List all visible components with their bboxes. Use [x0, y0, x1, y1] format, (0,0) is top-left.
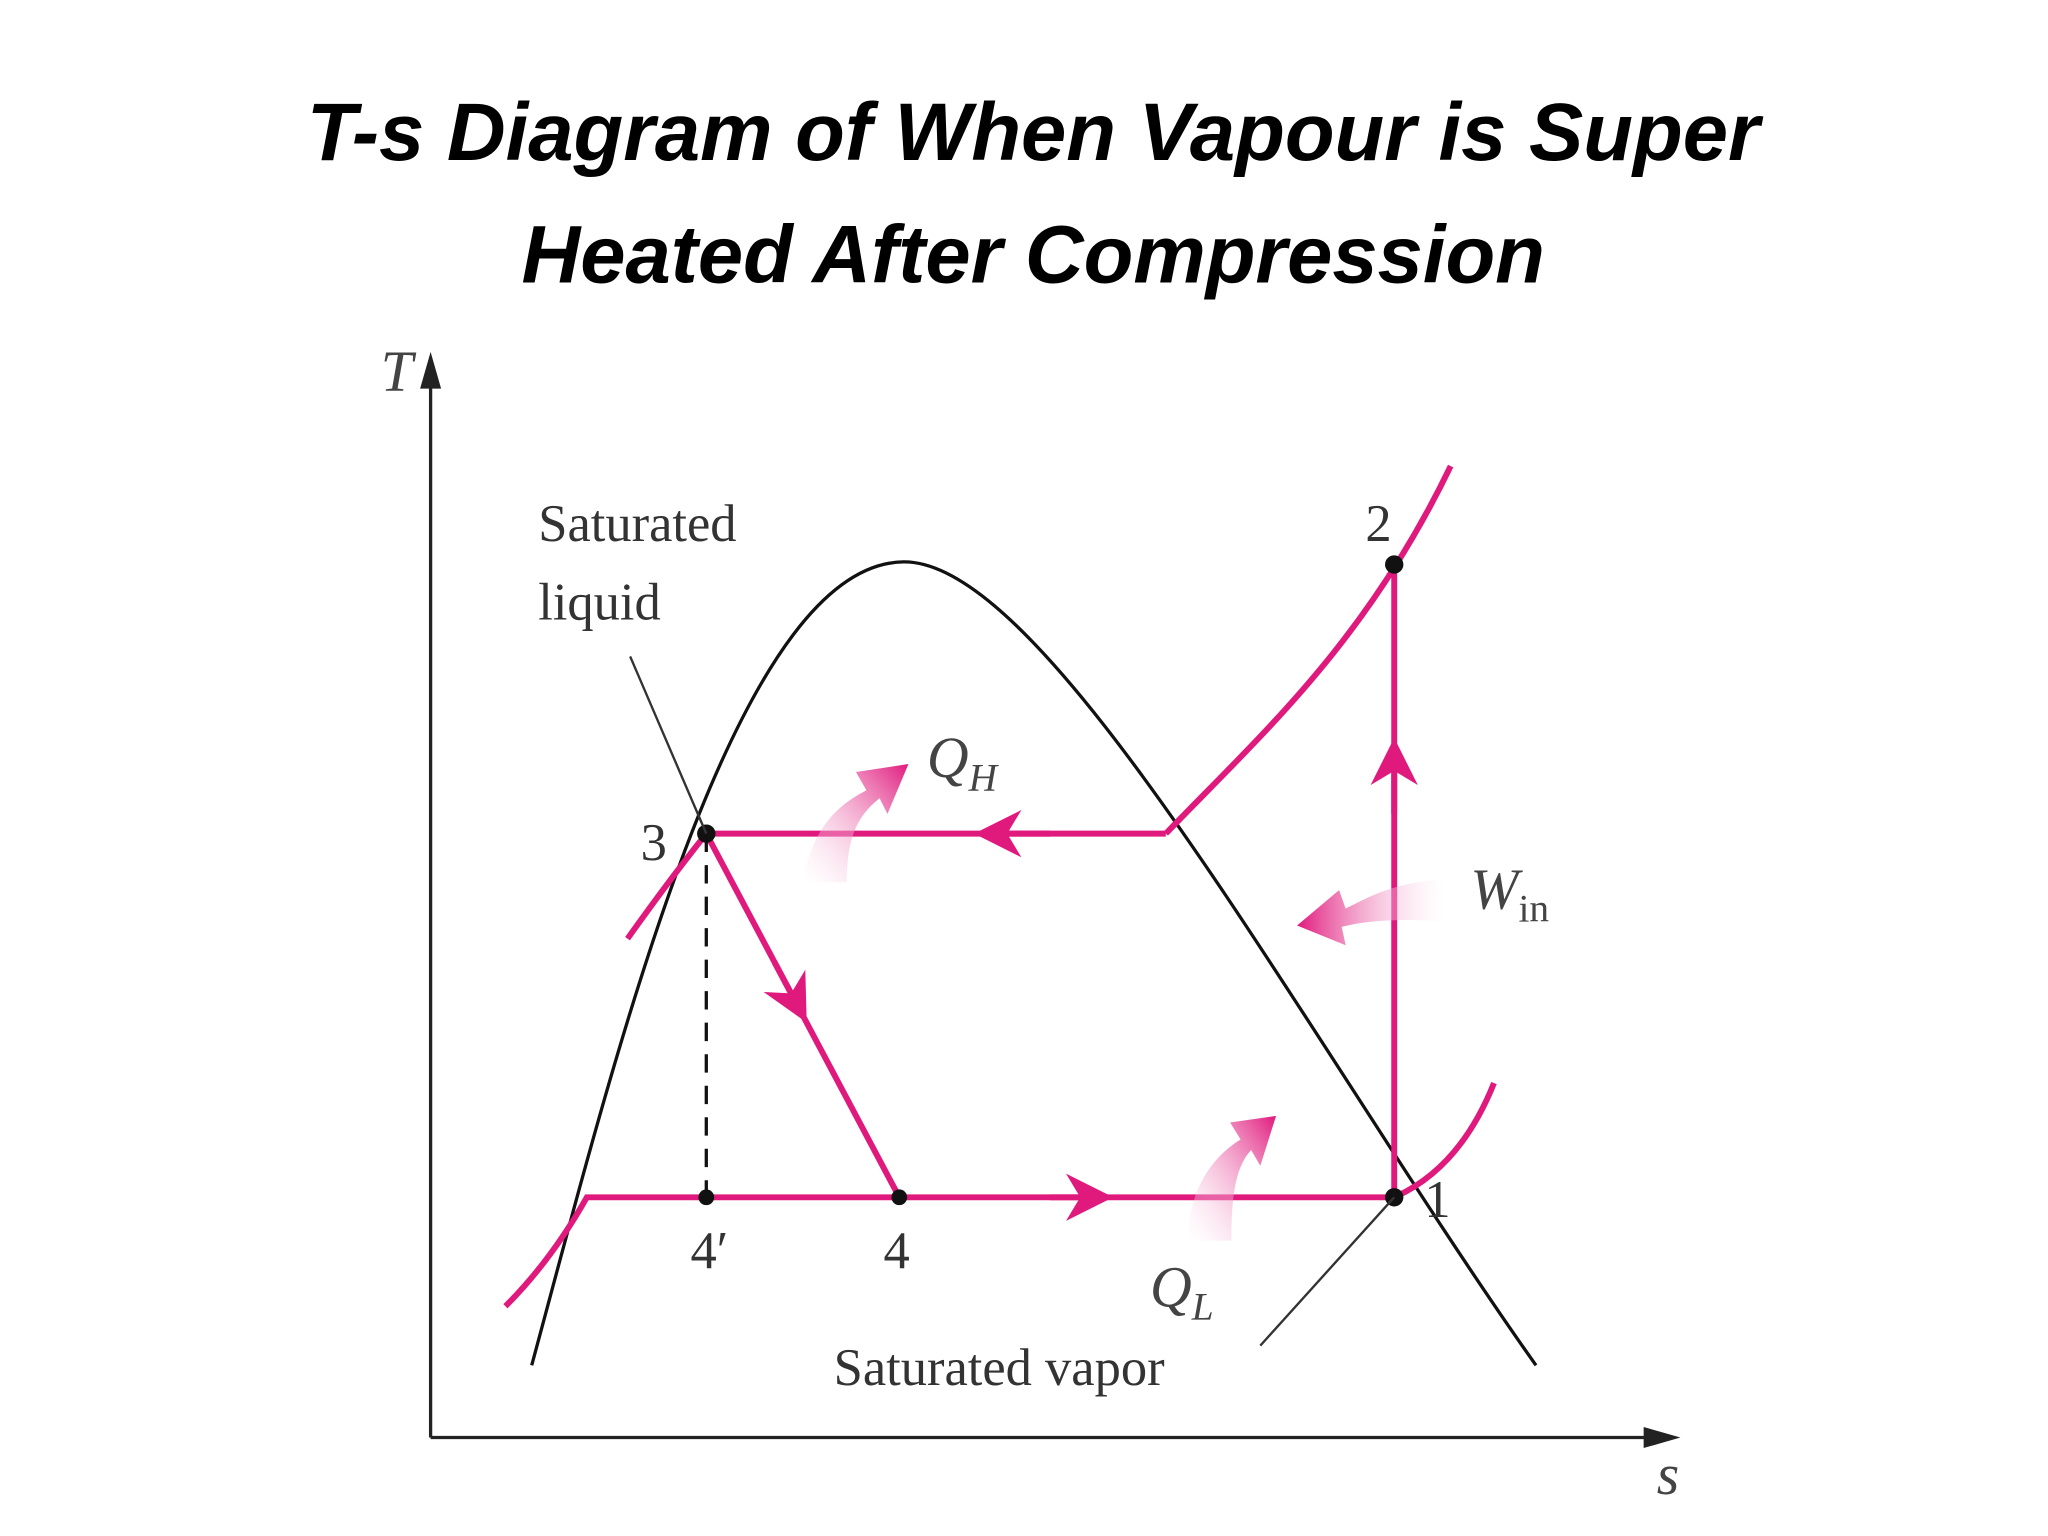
cycle — [503, 464, 1497, 1309]
heat-arrow — [1188, 1115, 1277, 1241]
symbol: W — [1470, 858, 1523, 921]
state-label: 1 — [1424, 1171, 1450, 1229]
state-points — [697, 555, 1404, 1207]
subscript: H — [968, 755, 1000, 799]
leader-line — [629, 655, 1396, 1347]
heat-label: QL — [1150, 1256, 1214, 1328]
y-axis-label: T — [381, 341, 417, 404]
title-line: T-s Diagram of When Vapour is Super — [307, 87, 1764, 178]
state-label: 4′ — [691, 1222, 729, 1280]
axes — [420, 351, 1681, 1449]
state-label: 3 — [641, 814, 667, 872]
symbol: Q — [1150, 1256, 1192, 1319]
label: Saturated vapor — [834, 1339, 1165, 1397]
heat-arrow — [803, 764, 909, 883]
title-line: Heated After Compression — [521, 209, 1544, 300]
work-label: Win — [1470, 858, 1549, 930]
heat-label: QH — [927, 727, 1000, 799]
symbol: Q — [927, 727, 969, 790]
x-axis-label: s — [1657, 1444, 1679, 1507]
label: Saturated — [538, 495, 736, 553]
work-arrow — [1297, 879, 1445, 946]
subscript: L — [1191, 1284, 1214, 1328]
saturation-dome — [530, 560, 1538, 1367]
label: liquid — [538, 574, 661, 632]
state-label: 4 — [884, 1222, 910, 1280]
state-label: 2 — [1365, 495, 1391, 553]
subscript: in — [1518, 887, 1549, 931]
